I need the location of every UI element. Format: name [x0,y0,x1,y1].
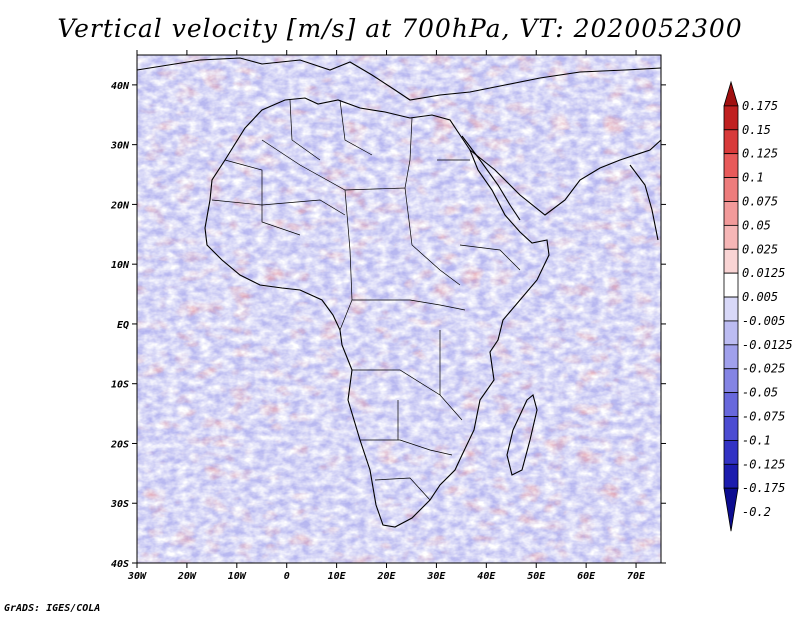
colorbar-box [723,296,739,322]
colorbar-box [723,201,739,226]
colorbar-label: -0.05 [742,386,778,400]
lon-tick-label: 70E [627,571,646,582]
border-line [289,99,321,161]
colorbar-label: 0.125 [742,147,778,161]
madagascar-coastline [506,394,538,476]
border-line [374,477,431,501]
lat-tick-label: 20S [110,439,129,450]
lon-tick-label: 0 [284,571,290,582]
lon-tick-label: 10W [228,571,247,582]
colorbar-box [723,272,739,298]
colorbar-label: 0.005 [742,290,778,304]
colorbar-label: -0.125 [742,457,785,471]
colorbar-box [723,344,739,370]
field-plot-area [137,55,661,563]
red-sea-coastline [461,135,521,221]
border-line [404,187,461,286]
lat-tick-label: 10N [111,260,130,271]
colorbar-label: 0.075 [742,194,778,208]
border-line [360,439,453,456]
lon-tick-label: 20W [177,571,197,582]
lon-tick-label: 40E [477,571,496,582]
colorbar-top-arrow [723,80,739,107]
colorbar-box [723,440,739,465]
colorbar-label: -0.005 [742,314,785,328]
lat-tick-label: 40N [111,81,130,92]
colorbar-label: 0.15 [742,123,771,137]
colorbar-label: 0.1 [742,171,764,185]
colorbar-label: 0.05 [742,218,771,232]
colorbar-box [723,177,739,202]
border-line [224,159,301,236]
border-line [352,369,463,421]
lat-tick-label: 30N [110,141,130,152]
border-line [459,244,521,271]
lat-tick-label: 30S [110,499,129,510]
lon-tick-label: 30W [127,571,147,582]
country-borders [211,99,521,501]
colorbar-box [723,392,739,417]
colorbar-box [723,224,739,250]
lat-tick-label: EQ [117,320,129,331]
colorbar-labels: 0.175 0.15 0.125 0.1 0.075 0.05 0.025 0.0125 0.0… [742,99,793,519]
coastlines [137,57,661,528]
footer-credit: GrADS: IGES/COLA [4,603,101,614]
lon-tick-label: 60E [577,571,596,582]
colorbar-label: 0.175 [742,99,778,113]
africa-coastline [204,97,550,528]
lat-tick-label: 40S [111,559,129,570]
border-line [339,99,373,156]
colorbar-box [723,248,739,274]
lat-tick-label: 10S [111,380,129,391]
border-line [261,117,413,191]
colorbar-label: -0.025 [742,362,785,376]
border-line [211,199,346,216]
border-line [352,299,466,311]
colorbar-box [723,368,739,394]
lat-tick-label: 20N [110,200,130,211]
colorbar-box [723,463,739,489]
colorbar-bottom-arrow [723,487,739,532]
colorbar-label: -0.1 [742,433,771,447]
lon-tick-label: 50E [527,571,546,582]
map-axes: 30W 20W 10W 0 10E 20E 30E 40E 50E 60E 70E 40S 30S 20S… [110,50,666,582]
europe-coastline [137,57,661,101]
india-coastline [629,164,659,241]
colorbar-box [723,153,739,178]
lon-tick-label: 10E [328,571,347,582]
lon-tick-label: 30E [426,571,446,582]
colorbar-label: -0.175 [742,481,785,495]
colorbar-label: -0.0125 [742,338,793,352]
lon-tick-label: 20E [376,571,396,582]
colorbar-label: -0.075 [742,410,785,424]
colorbar-box [723,105,739,131]
colorbar-box [723,416,739,441]
map-title: Vertical velocity [m/s] at 700hPa, VT: 2… [57,14,743,43]
colorbar-boxes [723,80,739,532]
colorbar-label: 0.025 [742,242,778,256]
colorbar-box [723,129,739,155]
border-line [339,189,353,331]
arabia-coastline [469,139,661,216]
colorbar-label: 0.0125 [742,266,785,280]
colorbar-box [723,320,739,346]
colorbar-label: -0.2 [742,505,771,519]
plot-frame [136,54,662,564]
